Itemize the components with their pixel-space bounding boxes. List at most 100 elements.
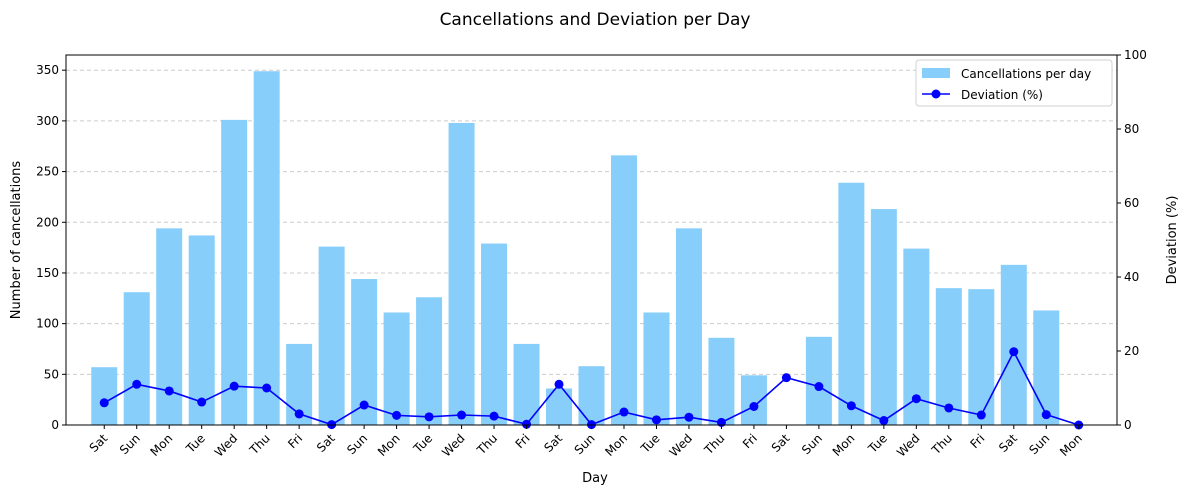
- x-tick-label: Sat: [87, 431, 111, 455]
- x-tick-label: Wed: [667, 431, 695, 459]
- x-tick-label: Thu: [474, 431, 501, 458]
- deviation-point: [814, 382, 824, 392]
- legend-swatch-marker: [931, 89, 941, 99]
- deviation-point: [457, 410, 467, 420]
- y-tick-label-right: 20: [1124, 344, 1139, 358]
- y-axis-right: 0 20 40 60 80 100: [1117, 48, 1147, 432]
- x-tick-label: Fri: [513, 431, 533, 451]
- deviation-point: [554, 379, 564, 389]
- x-tick-label: Thu: [701, 431, 728, 458]
- x-tick-label: Thu: [246, 431, 273, 458]
- bar: [383, 312, 410, 425]
- x-tick-label: Wed: [212, 431, 240, 459]
- x-tick-label: Mon: [830, 431, 858, 459]
- bar: [870, 209, 897, 425]
- line-series: [99, 347, 1084, 430]
- y-tick-label-right: 40: [1124, 270, 1139, 284]
- bar: [675, 228, 702, 425]
- y-tick-label-left: 250: [36, 165, 59, 179]
- deviation-point: [392, 410, 402, 420]
- deviation-point: [262, 383, 272, 393]
- x-tick-label: Fri: [967, 431, 987, 451]
- deviation-point: [197, 397, 207, 407]
- legend: Cancellations per day Deviation (%): [915, 59, 1113, 107]
- x-tick-label: Mon: [148, 431, 176, 459]
- x-tick-label: Sat: [769, 431, 793, 455]
- x-axis: Sat Sun Mon Tue Wed Thu Fri Sat Sun Mon Tue Wed Thu F…: [87, 425, 1085, 460]
- y-tick-label-left: 150: [36, 266, 59, 280]
- deviation-point: [294, 409, 304, 419]
- bar: [221, 119, 248, 425]
- legend-box: [915, 59, 1113, 107]
- x-tick-label: Sun: [572, 431, 598, 457]
- deviation-point: [749, 402, 759, 411]
- deviation-point: [944, 403, 954, 413]
- x-tick-label: Tue: [183, 431, 208, 456]
- y-tick-label-left: 200: [36, 215, 59, 229]
- bar: [1033, 310, 1060, 425]
- legend-label-line: Deviation (%): [961, 88, 1043, 102]
- x-tick-label: Tue: [637, 431, 662, 456]
- deviation-point: [846, 401, 856, 411]
- bar: [318, 246, 345, 425]
- x-tick-label: Sun: [1026, 431, 1052, 457]
- x-tick-label: Sun: [117, 431, 143, 457]
- x-tick-label: Thu: [928, 431, 955, 458]
- y-axis-right-label: Deviation (%): [1165, 196, 1180, 285]
- deviation-point: [976, 410, 986, 420]
- x-tick-label: Wed: [894, 431, 922, 459]
- bar: [708, 337, 735, 425]
- x-tick-label: Mon: [602, 431, 630, 459]
- x-tick-label: Mon: [375, 431, 403, 459]
- deviation-point: [911, 394, 921, 404]
- y-tick-label-right: 80: [1124, 122, 1139, 136]
- deviation-point: [132, 379, 142, 389]
- y-axis-left: 0 50 100 150 200 250 300 350: [36, 63, 66, 432]
- y-tick-label-left: 350: [36, 63, 59, 77]
- x-tick-label: Sat: [541, 431, 565, 455]
- bar: [156, 228, 183, 425]
- deviation-point: [359, 400, 369, 410]
- bar: [935, 288, 962, 425]
- deviation-point: [1009, 347, 1019, 357]
- deviation-point: [164, 386, 174, 396]
- x-tick-label: Sun: [799, 431, 825, 457]
- legend-label-bar: Cancellations per day: [961, 67, 1091, 81]
- bar: [416, 297, 443, 425]
- bar: [838, 182, 865, 425]
- bar: [740, 375, 767, 425]
- bar: [513, 343, 540, 425]
- y-tick-label-right: 0: [1124, 418, 1132, 432]
- y-tick-label-right: 100: [1124, 48, 1147, 62]
- y-tick-label-left: 0: [51, 418, 59, 432]
- deviation-point: [424, 412, 434, 422]
- deviation-point: [1041, 410, 1051, 420]
- bar: [448, 122, 475, 425]
- x-axis-label: Day: [582, 471, 608, 486]
- y-tick-label-left: 50: [44, 367, 59, 381]
- deviation-point: [879, 416, 889, 426]
- x-tick-label: Fri: [285, 431, 305, 451]
- x-tick-label: Tue: [410, 431, 435, 456]
- x-tick-label: Sun: [344, 431, 370, 457]
- y-tick-label-left: 300: [36, 114, 59, 128]
- deviation-point: [522, 419, 532, 429]
- bar: [1000, 264, 1027, 425]
- y-tick-label-left: 100: [36, 317, 59, 331]
- deviation-point: [651, 415, 661, 425]
- bar: [123, 292, 150, 425]
- y-axis-left-label: Number of cancellations: [9, 161, 24, 320]
- deviation-point: [619, 407, 629, 417]
- chart-title: Cancellations and Deviation per Day: [440, 10, 751, 30]
- x-tick-label: Wed: [439, 431, 467, 459]
- bar: [610, 155, 637, 425]
- bar: [188, 235, 215, 425]
- bar: [253, 71, 280, 425]
- bar-series: [91, 71, 1060, 425]
- deviation-point: [489, 411, 499, 421]
- bar: [578, 366, 605, 425]
- deviation-point: [781, 373, 791, 383]
- y-tick-label-right: 60: [1124, 196, 1139, 210]
- bar: [643, 312, 670, 425]
